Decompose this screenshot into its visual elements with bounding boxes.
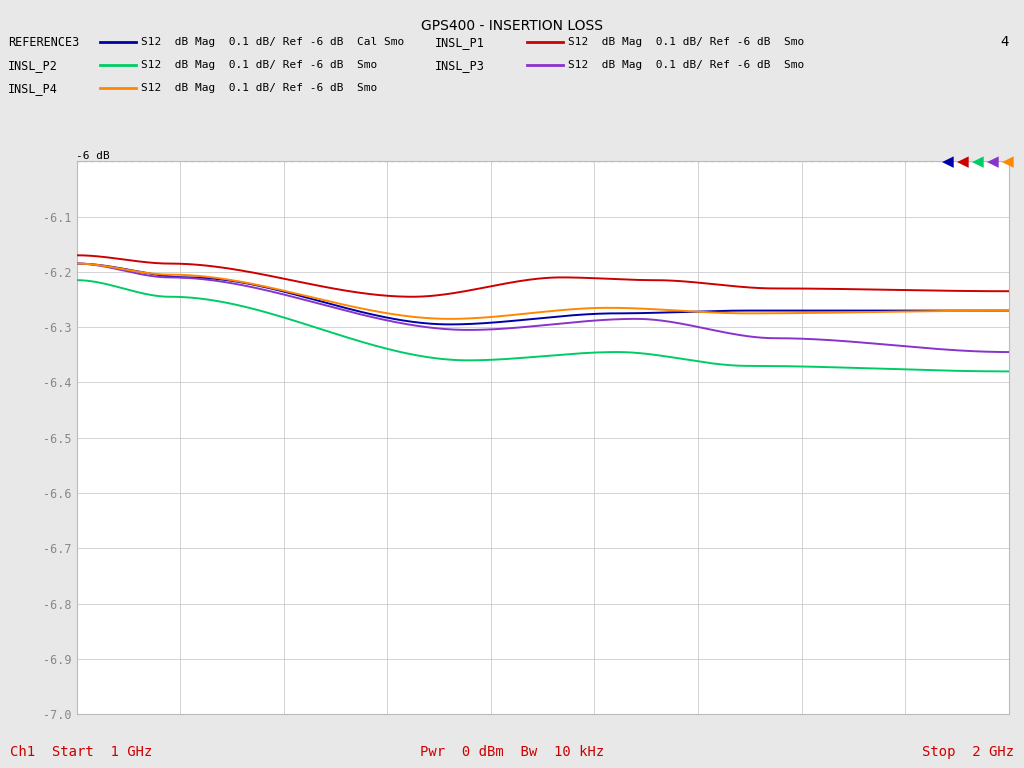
- Text: S12  dB Mag  0.1 dB/ Ref -6 dB  Smo: S12 dB Mag 0.1 dB/ Ref -6 dB Smo: [568, 60, 805, 71]
- Text: Stop  2 GHz: Stop 2 GHz: [922, 745, 1014, 759]
- Text: S12  dB Mag  0.1 dB/ Ref -6 dB  Smo: S12 dB Mag 0.1 dB/ Ref -6 dB Smo: [141, 60, 378, 71]
- Text: INSL_P3: INSL_P3: [435, 59, 485, 71]
- Text: GPS400 - INSERTION LOSS: GPS400 - INSERTION LOSS: [421, 19, 603, 33]
- Text: ◀: ◀: [957, 154, 969, 169]
- Text: 4: 4: [1000, 35, 1009, 49]
- Text: -6 dB: -6 dB: [76, 151, 110, 161]
- Text: ◀: ◀: [972, 154, 984, 169]
- Text: S12  dB Mag  0.1 dB/ Ref -6 dB  Cal Smo: S12 dB Mag 0.1 dB/ Ref -6 dB Cal Smo: [141, 37, 404, 48]
- Text: S12  dB Mag  0.1 dB/ Ref -6 dB  Smo: S12 dB Mag 0.1 dB/ Ref -6 dB Smo: [568, 37, 805, 48]
- Text: INSL_P1: INSL_P1: [435, 36, 485, 48]
- Text: Pwr  0 dBm  Bw  10 kHz: Pwr 0 dBm Bw 10 kHz: [420, 745, 604, 759]
- Text: REFERENCE3: REFERENCE3: [8, 36, 80, 48]
- Text: ◀: ◀: [1002, 154, 1014, 169]
- Text: INSL_P2: INSL_P2: [8, 59, 58, 71]
- Text: INSL_P4: INSL_P4: [8, 82, 58, 94]
- Text: ◀: ◀: [987, 154, 998, 169]
- Text: Ch1  Start  1 GHz: Ch1 Start 1 GHz: [10, 745, 153, 759]
- Text: S12  dB Mag  0.1 dB/ Ref -6 dB  Smo: S12 dB Mag 0.1 dB/ Ref -6 dB Smo: [141, 83, 378, 94]
- Text: ◀: ◀: [942, 154, 954, 169]
